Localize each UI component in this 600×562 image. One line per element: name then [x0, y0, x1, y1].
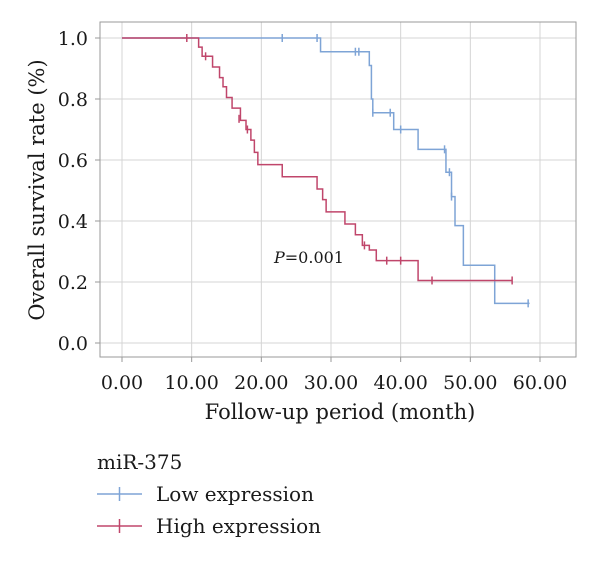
- series-line-high: [122, 37, 513, 282]
- legend: miR-375 Low expression High expression: [97, 450, 321, 538]
- y-axis-title: Overall survival rate (%): [25, 59, 49, 320]
- x-tick-label: 60.00: [513, 372, 567, 394]
- series-line-low: [122, 37, 530, 305]
- x-axis-title: Follow-up period (month): [205, 400, 476, 424]
- x-tick-label: 30.00: [304, 372, 358, 394]
- y-tick-label: 0.6: [58, 150, 88, 172]
- p-value-number: =0.001: [285, 248, 344, 267]
- y-tick-label: 0.8: [58, 89, 88, 111]
- x-tick-label: 20.00: [234, 372, 288, 394]
- p-value-annotation: P=0.001: [273, 248, 344, 267]
- legend-item-high: High expression: [97, 514, 321, 538]
- x-tick-label: 10.00: [164, 372, 218, 394]
- legend-title: miR-375: [97, 450, 182, 474]
- y-tick-label: 1.0: [58, 28, 88, 50]
- x-tick-label: 40.00: [373, 372, 427, 394]
- legend-label-low: Low expression: [156, 482, 314, 506]
- y-tick-label: 0.0: [58, 333, 88, 355]
- axes: 0.00 10.00 20.00 30.00 40.00 50.00 60.00 0.0 0.2…: [58, 21, 577, 394]
- x-tick-label: 50.00: [443, 372, 497, 394]
- p-value-symbol: P: [273, 248, 285, 267]
- legend-label-high: High expression: [156, 514, 321, 538]
- legend-item-low: Low expression: [97, 482, 314, 506]
- grid: [100, 22, 576, 357]
- series-layer: [122, 34, 530, 308]
- y-tick-label: 0.2: [58, 272, 88, 294]
- y-tick-label: 0.4: [58, 211, 88, 233]
- x-tick-label: 0.00: [101, 372, 143, 394]
- plot-frame: [99, 21, 577, 358]
